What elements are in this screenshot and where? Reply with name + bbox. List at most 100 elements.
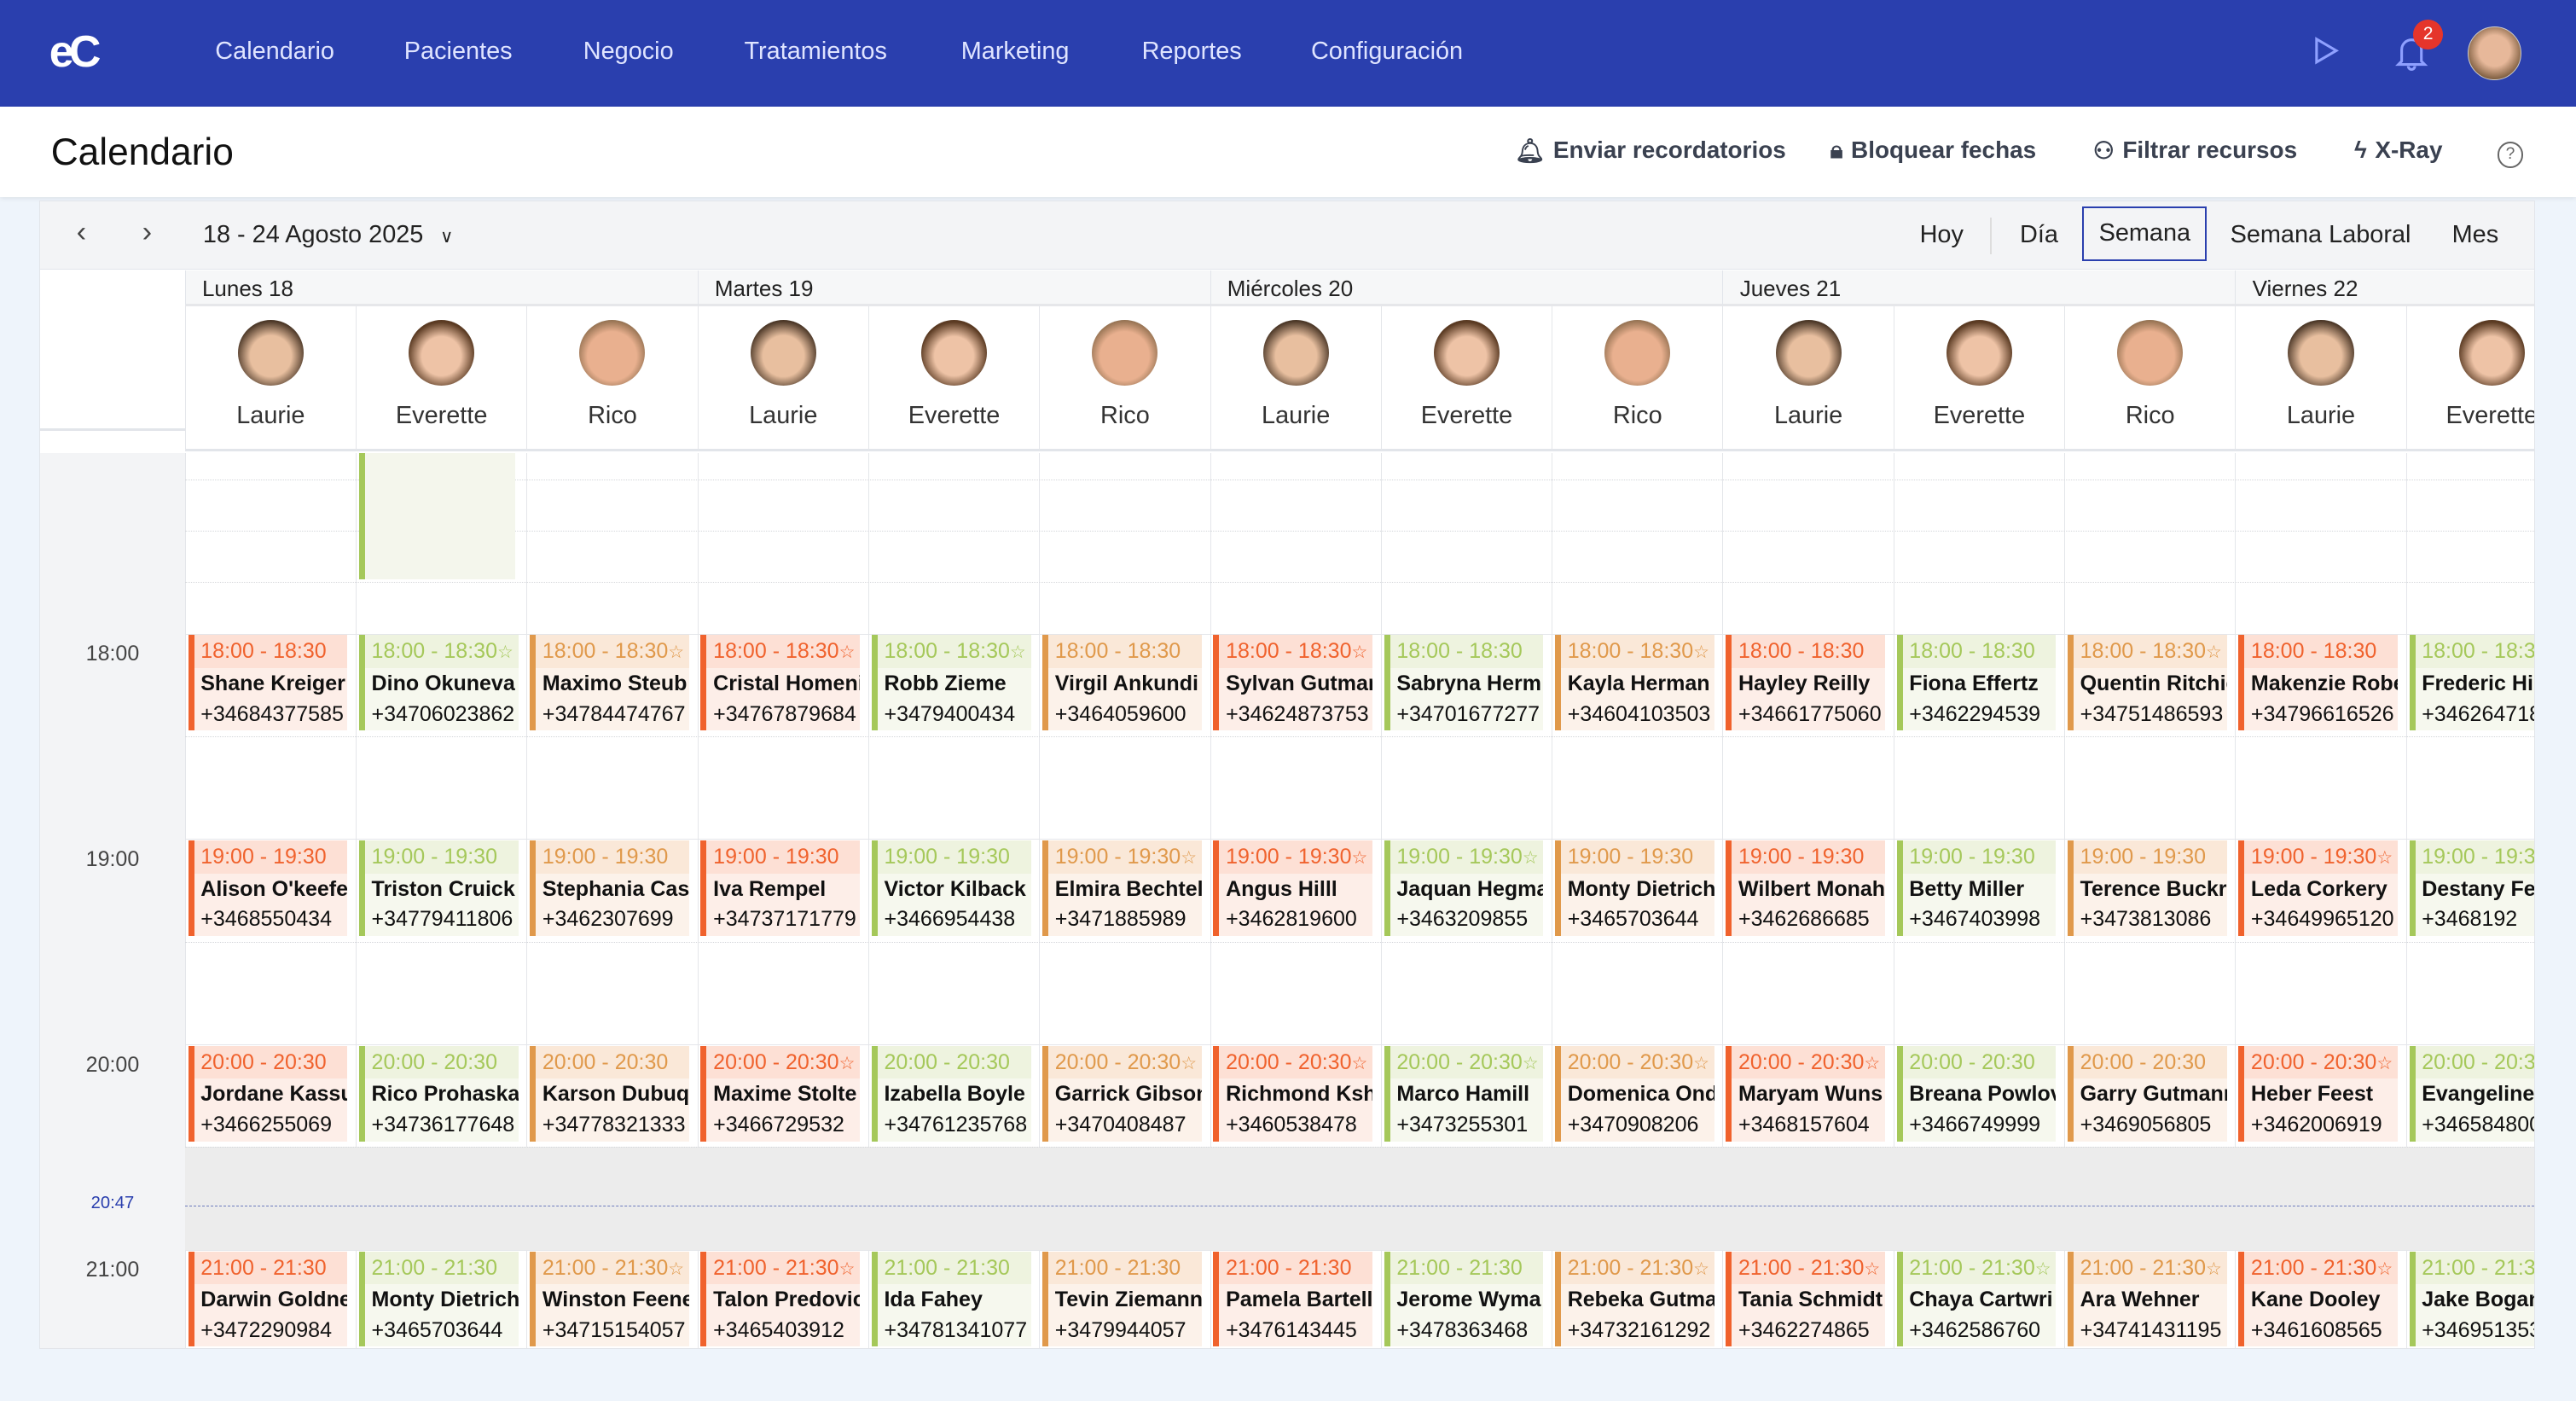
resource-column-header[interactable]: Laurie (184, 306, 356, 451)
resource-column-header[interactable]: Rico (1552, 306, 1723, 451)
appointment[interactable]: 21:00 - 21:30 Darwin Goldne +3472290984 (188, 1251, 348, 1347)
appointment[interactable]: 20:00 - 20:30☆ Garrick Gibson +3470408487 (1042, 1045, 1202, 1142)
appointment[interactable]: 19:00 - 19:30 Terence Buckr +3473813086 (2067, 840, 2227, 936)
appointment[interactable]: 21:00 - 21:30☆ Winston Feene +34715154057 (530, 1251, 689, 1347)
resource-column-header[interactable]: Everette (1893, 306, 2065, 451)
appointment[interactable]: 18:00 - 18:30☆ Cristal Homeni +34767879684 (700, 635, 861, 731)
appointment[interactable]: 18:00 - 18:30 Makenzie Robe +34796616526 (2238, 635, 2399, 731)
appointment[interactable]: 21:00 - 21:30☆ Ara Wehner +34741431195 (2067, 1251, 2227, 1347)
view-day[interactable]: Día (2020, 221, 2058, 249)
appointment[interactable]: 18:00 - 18:30 Hayley Reilly +34661775060 (1726, 635, 1886, 731)
appointment[interactable]: 18:00 - 18:30☆ Dino Okuneva +34706023862 (358, 635, 519, 731)
resource-column[interactable] (1893, 452, 2064, 1349)
appointment[interactable]: 21:00 - 21:30 Jerome Wyma +3478363468 (1384, 1251, 1544, 1347)
filter-resources-button[interactable]: ⚇ Filtrar recursos (2093, 137, 2297, 165)
resource-column[interactable] (526, 452, 697, 1349)
appointment[interactable]: 21:00 - 21:30☆ Talon Predovic +3465403912 (700, 1251, 861, 1347)
appointment[interactable]: 19:00 - 19:30 Iva Rempel +34737171779 (700, 840, 861, 936)
appointment[interactable]: 19:00 - 19:30 Betty Miller +3467403998 (1896, 840, 2057, 936)
resource-column[interactable] (1039, 452, 1210, 1349)
appointment[interactable]: 18:00 - 18:30 Virgil Ankundi +3464059600 (1042, 635, 1202, 731)
play-icon[interactable] (2313, 36, 2340, 66)
resource-column[interactable] (2064, 452, 2235, 1349)
appointment[interactable]: 20:00 - 20:30 Breana Powlov +3466749999 (1896, 1045, 2057, 1142)
resource-column-header[interactable]: Laurie (1210, 306, 1381, 451)
resource-column[interactable] (1552, 452, 1722, 1349)
appointment[interactable]: 19:00 - 19:30 Destany Fer +3468192 (2409, 840, 2534, 936)
appointment[interactable]: 18:00 - 18:30 Shane Kreiger +34684377585 (188, 635, 348, 731)
nav-negocio[interactable]: Negocio (583, 38, 674, 66)
appointment[interactable]: 21:00 - 21:30☆ Kane Dooley +3461608565 (2238, 1251, 2399, 1347)
view-work-week[interactable]: Semana Laboral (2230, 221, 2411, 249)
view-month[interactable]: Mes (2451, 221, 2499, 249)
appointment[interactable]: 19:00 - 19:30 Stephania Cas +3462307699 (530, 840, 689, 936)
nav-calendario[interactable]: Calendario (215, 38, 334, 66)
view-week[interactable]: Semana (2082, 206, 2208, 261)
resource-column[interactable] (1210, 452, 1381, 1349)
today-button[interactable]: Hoy (1919, 221, 1964, 249)
appointment[interactable]: 19:00 - 19:30 Wilbert Monah +3462686685 (1726, 840, 1886, 936)
appointment[interactable]: 18:00 - 18:30 Frederic Hin +346264718 (2409, 635, 2534, 731)
appointment[interactable]: 18:00 - 18:30☆ Quentin Ritchie +3475148659… (2067, 635, 2227, 731)
appointment[interactable]: 21:00 - 21:30 Ida Fahey +34781341077 (871, 1251, 1031, 1347)
appointment[interactable]: 19:00 - 19:30☆ Angus Hilll +3462819600 (1213, 840, 1373, 936)
appointment[interactable]: 21:00 - 21:30 Pamela Bartell +3476143445 (1213, 1251, 1373, 1347)
appointment[interactable]: 20:00 - 20:30☆ Maxime Stolte +3466729532 (700, 1045, 861, 1142)
resource-column[interactable] (2405, 452, 2534, 1349)
appointment[interactable]: 21:00 - 21:30☆ Tania Schmidt +3462274865 (1726, 1251, 1886, 1347)
resource-column[interactable] (356, 452, 526, 1349)
send-reminders-button[interactable]: 🔔︎ Enviar recordatorios (1515, 137, 1786, 165)
appointment[interactable]: 21:00 - 21:30 Jake Bogan +346951353 (2409, 1251, 2534, 1347)
resource-column-header[interactable]: Rico (2064, 306, 2236, 451)
appointment[interactable]: 20:00 - 20:30☆ Marco Hamill +3473255301 (1384, 1045, 1544, 1142)
appointment[interactable]: 21:00 - 21:30 Monty Dietrich +3465703644 (358, 1251, 519, 1347)
appointment[interactable]: 19:00 - 19:30 Victor Kilback +3466954438 (871, 840, 1031, 936)
appointment[interactable]: 18:00 - 18:30☆ Maximo Steub +34784474767 (530, 635, 689, 731)
prev-week-button[interactable]: ‹ (76, 216, 87, 249)
block-dates-button[interactable]: 🔒︎ Bloquear fechas (1830, 137, 2037, 165)
resource-column-header[interactable]: Everette (1380, 306, 1552, 451)
user-avatar[interactable] (2467, 26, 2522, 81)
resource-column[interactable] (2235, 452, 2405, 1349)
appointment[interactable]: 20:00 - 20:30 Jordane Kassu +3466255069 (188, 1045, 348, 1142)
resource-column-header[interactable]: Everette (867, 306, 1040, 451)
appointment[interactable]: 19:00 - 19:30☆ Jaquan Hegma +3463209855 (1384, 840, 1544, 936)
nav-pacientes[interactable]: Pacientes (403, 38, 513, 66)
appointment[interactable]: 18:00 - 18:30 Fiona Effertz +3462294539 (1896, 635, 2057, 731)
resource-column[interactable] (697, 452, 868, 1349)
appointment[interactable]: 20:00 - 20:30☆ Maryam Wuns +3468157604 (1726, 1045, 1886, 1142)
resource-column[interactable] (184, 452, 356, 1349)
appointment[interactable]: 20:00 - 20:30 Evangeline S +346584800 (2409, 1045, 2534, 1142)
appointment[interactable]: 19:00 - 19:30 Monty Dietrich +3465703644 (1554, 840, 1714, 936)
xray-button[interactable]: ϟ X-Ray (2354, 137, 2443, 164)
resource-column-header[interactable]: Rico (526, 306, 698, 451)
appointment[interactable]: 19:00 - 19:30 Triston Cruick +34779411806 (358, 840, 519, 936)
appointment[interactable]: 20:00 - 20:30☆ Domenica Ond +3470908206 (1554, 1045, 1714, 1142)
appointment[interactable]: 18:00 - 18:30☆ Robb Zieme +3479400434 (871, 635, 1031, 731)
appointment[interactable]: 21:00 - 21:30 Tevin Ziemann +3479944057 (1042, 1251, 1202, 1347)
logo[interactable]: eC (49, 26, 102, 77)
appointment[interactable]: 20:00 - 20:30 Karson Dubuq +34778321333 (530, 1045, 689, 1142)
appointment[interactable]: 18:00 - 18:30☆ Sylvan Gutman +34624873753 (1213, 635, 1373, 731)
resource-column-header[interactable]: Laurie (2235, 306, 2406, 451)
nav-reportes[interactable]: Reportes (1141, 38, 1242, 66)
next-week-button[interactable]: › (142, 216, 153, 249)
resource-column-header[interactable]: Laurie (1722, 306, 1894, 451)
resource-column[interactable] (1380, 452, 1552, 1349)
appointment[interactable]: 20:00 - 20:30 Rico Prohaska +34736177648 (358, 1045, 519, 1142)
resource-column[interactable] (1722, 452, 1893, 1349)
nav-marketing[interactable]: Marketing (960, 38, 1070, 66)
blocked-slot[interactable] (358, 452, 515, 579)
nav-configuracion[interactable]: Configuración (1310, 38, 1464, 66)
resource-column-header[interactable]: Rico (1039, 306, 1210, 451)
appointment[interactable]: 19:00 - 19:30☆ Elmira Bechtel +3471885989 (1042, 840, 1202, 936)
appointment[interactable]: 18:00 - 18:30☆ Kayla Herman +34604103503 (1554, 635, 1714, 731)
appointment[interactable]: 18:00 - 18:30 Sabryna Herm +34701677277 (1384, 635, 1544, 731)
nav-tratamientos[interactable]: Tratamientos (744, 38, 887, 66)
resource-column-header[interactable]: Laurie (697, 306, 868, 451)
appointment[interactable]: 21:00 - 21:30☆ Rebeka Gutma +34732161292 (1554, 1251, 1714, 1347)
help-icon[interactable]: ? (2497, 141, 2524, 168)
resource-column-header[interactable]: Everette (356, 306, 527, 451)
appointment[interactable]: 20:00 - 20:30 Garry Gutmann +3469056805 (2067, 1045, 2227, 1142)
date-range-dropdown[interactable]: 18 - 24 Agosto 2025 ∨ (203, 221, 454, 249)
